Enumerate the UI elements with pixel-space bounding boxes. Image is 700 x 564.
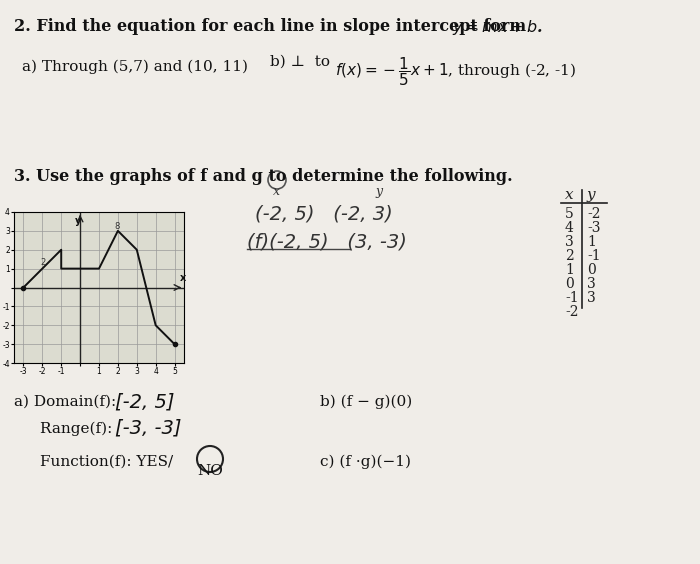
Text: 0: 0 — [587, 263, 596, 277]
Text: -1: -1 — [565, 291, 579, 305]
Text: y: y — [587, 188, 596, 202]
Text: 2. Find the equation for each line in slope intercept form: 2. Find the equation for each line in sl… — [14, 18, 538, 35]
Text: 2: 2 — [41, 258, 46, 267]
Text: x: x — [273, 185, 280, 198]
Text: 4: 4 — [565, 221, 574, 235]
Text: 8: 8 — [114, 222, 120, 231]
Text: [-3, -3]: [-3, -3] — [115, 419, 181, 438]
Text: x: x — [565, 188, 573, 202]
Text: 0: 0 — [565, 277, 574, 291]
Text: 3. Use the graphs of f and g to determine the following.: 3. Use the graphs of f and g to determin… — [14, 168, 512, 185]
Text: 2: 2 — [565, 249, 574, 263]
Text: -2: -2 — [587, 207, 601, 221]
Text: $f(x) = -\dfrac{1}{5}x+1$, through (-2, -1): $f(x) = -\dfrac{1}{5}x+1$, through (-2, … — [335, 55, 576, 88]
Text: Function(f): YES/: Function(f): YES/ — [40, 455, 173, 469]
Text: [-2, 5]: [-2, 5] — [115, 392, 174, 411]
Text: NO: NO — [197, 464, 223, 478]
Text: -3: -3 — [587, 221, 601, 235]
Text: -2: -2 — [565, 305, 578, 319]
Text: 3: 3 — [565, 235, 574, 249]
Text: 1: 1 — [565, 263, 574, 277]
Text: 5: 5 — [565, 207, 574, 221]
Text: (-2, 5)   (-2, 3): (-2, 5) (-2, 3) — [255, 205, 393, 224]
Text: y: y — [74, 215, 81, 226]
Text: a) Domain(f):: a) Domain(f): — [14, 395, 121, 409]
Text: x: x — [180, 273, 186, 283]
Text: b) ⊥  to: b) ⊥ to — [270, 55, 340, 69]
Text: -1: -1 — [587, 249, 601, 263]
Text: $y=mx+b$.: $y=mx+b$. — [452, 18, 542, 37]
Text: 3: 3 — [587, 277, 596, 291]
Text: 1: 1 — [587, 235, 596, 249]
Text: 3: 3 — [587, 291, 596, 305]
Text: c) (f ·g)(−1): c) (f ·g)(−1) — [320, 455, 411, 469]
Text: (f)(-2, 5)   (3, -3): (f)(-2, 5) (3, -3) — [247, 232, 407, 251]
Text: Range(f):: Range(f): — [40, 422, 118, 437]
Text: b) (f − g)(0): b) (f − g)(0) — [320, 395, 412, 409]
Text: y: y — [375, 185, 382, 198]
Text: a) Through (5,7) and (10, 11): a) Through (5,7) and (10, 11) — [22, 60, 248, 74]
